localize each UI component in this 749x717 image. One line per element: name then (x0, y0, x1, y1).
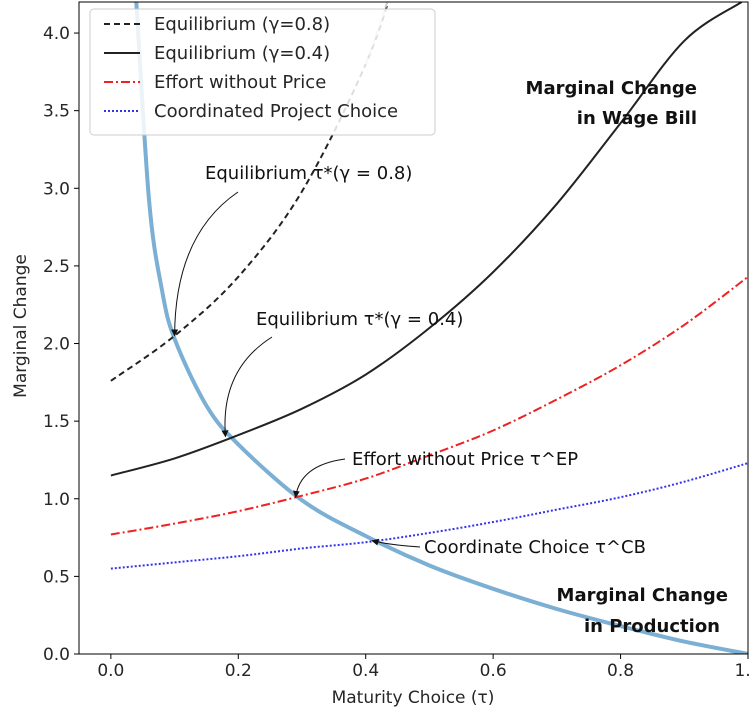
x-tick-label: 0.6 (480, 661, 507, 681)
axes-frame (78, 1, 749, 655)
y-tick-label: 0.5 (43, 567, 70, 587)
series-line-coordinated-project-choice (110, 462, 748, 570)
y-tick-label: 3.5 (43, 102, 70, 122)
x-tick-label: 0.2 (225, 661, 252, 681)
annotation-arrow (292, 458, 346, 498)
y-tick-label: 2.5 (43, 257, 70, 277)
annotation-label: Coordinate Choice τ^CB (424, 537, 646, 558)
curve-label: Marginal Change (557, 585, 728, 606)
legend-label: Equilibrium (γ=0.4) (154, 43, 330, 64)
axes-layer: 0.0 0.2 0.4 0.6 0.8 1.0 0.0 0.5 1.0 1.5 2.0 2.5 3.0 3… (43, 1, 749, 681)
annotation-arrow (371, 538, 421, 548)
y-axis-label: Marginal Change (11, 254, 31, 398)
curve-label: Marginal Change (526, 78, 697, 99)
annotation-label: Equilibrium τ*(γ = 0.4) (256, 309, 463, 330)
y-tick-label: 1.5 (43, 412, 70, 432)
annotation-arrow (171, 191, 239, 337)
annotation-arrow (221, 336, 273, 438)
legend-label: Effort without Price (154, 72, 326, 93)
legend: Equilibrium (γ=0.8) Equilibrium (γ=0.4) Ef… (89, 8, 436, 136)
legend-label: Equilibrium (γ=0.8) (154, 14, 330, 35)
annotation-layer: Equilibrium τ*(γ = 0.8) Equilibrium τ*(γ … (171, 78, 728, 637)
y-tick-label: 4.0 (43, 24, 70, 44)
curve-label: in Wage Bill (577, 108, 697, 129)
y-tick-label: 2.0 (43, 335, 70, 355)
x-tick-label: 0.0 (97, 661, 124, 681)
x-tick-label: 1.0 (734, 661, 749, 681)
annotation-label: Equilibrium τ*(γ = 0.8) (205, 163, 412, 184)
series-line-equilibrium-0-4 (110, 2, 743, 477)
legend-label: Coordinated Project Choice (154, 101, 398, 122)
series-line-effort-without-price (110, 276, 748, 536)
x-tick-label: 0.4 (352, 661, 379, 681)
curve-label: in Production (584, 616, 720, 637)
x-axis-label: Maturity Choice (τ) (332, 688, 495, 708)
series-line-production-curve (134, 2, 748, 654)
legend-box (89, 8, 436, 136)
annotation-label: Effort without Price τ^EP (352, 449, 578, 470)
x-tick-label: 0.8 (607, 661, 634, 681)
y-tick-label: 3.0 (43, 179, 70, 199)
y-tick-label: 1.0 (43, 490, 70, 510)
y-tick-label: 0.0 (43, 645, 70, 665)
